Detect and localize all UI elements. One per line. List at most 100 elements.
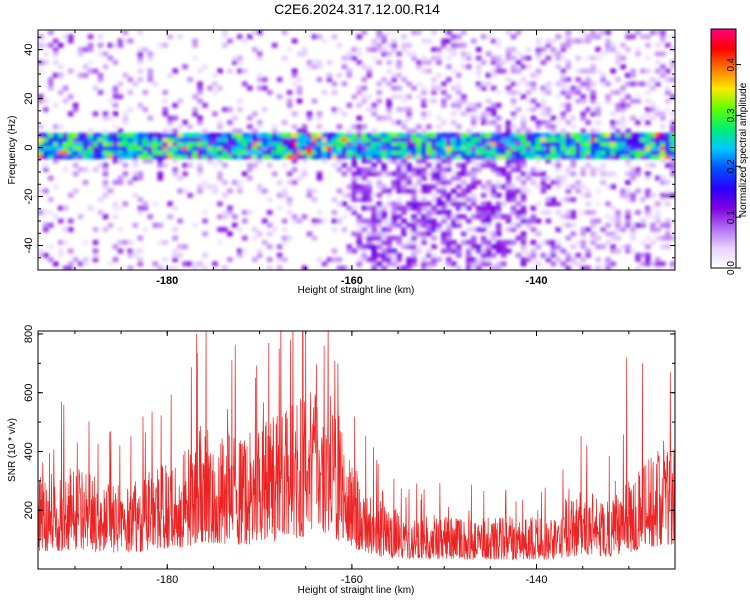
- heatmap-cell: [540, 98, 547, 104]
- heatmap-cell: [495, 42, 502, 48]
- heatmap-cell: [580, 257, 587, 263]
- heatmap-cell: [102, 64, 109, 70]
- heatmap-cell: [540, 171, 547, 177]
- heatmap-cell: [306, 192, 313, 198]
- heatmap-cell: [87, 145, 94, 151]
- heatmap-cell: [461, 188, 467, 194]
- heatmap-cell: [371, 210, 378, 215]
- heatmap-cell: [470, 102, 477, 108]
- heatmap-cell: [137, 197, 144, 203]
- heatmap-cell: [495, 214, 502, 220]
- heatmap-cell: [361, 257, 368, 263]
- heatmap-cell: [470, 132, 477, 138]
- heatmap-cell: [142, 132, 149, 138]
- heatmap-cell: [57, 124, 64, 130]
- heatmap-cell: [470, 257, 477, 263]
- heatmap-cell: [540, 102, 547, 108]
- heatmap-cell: [47, 257, 54, 263]
- heatmap-cell: [595, 30, 601, 35]
- heatmap-cell: [480, 235, 487, 241]
- heatmap-cell: [490, 188, 497, 194]
- heatmap-cell: [575, 90, 582, 95]
- heatmap-cell: [346, 184, 353, 190]
- heatmap-cell: [510, 227, 517, 233]
- heatmap-cell: [401, 98, 407, 104]
- heatmap-cell: [480, 60, 487, 65]
- heatmap-cell: [381, 265, 387, 270]
- tick-label: -180: [156, 574, 178, 586]
- heatmap-cell: [441, 184, 447, 190]
- heatmap-cell: [451, 141, 457, 147]
- heatmap-cell: [266, 90, 273, 95]
- heatmap-cell: [505, 137, 512, 143]
- heatmap-cell: [490, 231, 497, 237]
- heatmap-cell: [281, 55, 288, 61]
- heatmap-cell: [291, 124, 298, 130]
- heatmap-cell: [356, 192, 363, 198]
- heatmap-cell: [187, 141, 193, 147]
- heatmap-cell: [431, 77, 437, 83]
- heatmap-cell: [431, 145, 437, 151]
- heatmap-cell: [172, 128, 178, 134]
- heatmap-cell: [605, 94, 611, 100]
- heatmap-cell: [57, 42, 64, 48]
- heatmap-cell: [336, 132, 343, 138]
- heatmap-cell: [431, 205, 437, 211]
- heatmap-cell: [72, 145, 79, 151]
- heatmap-cell: [386, 102, 392, 108]
- heatmap-cell: [670, 128, 675, 134]
- heatmap-cell: [660, 141, 666, 147]
- heatmap-cell: [421, 137, 427, 143]
- heatmap-cell: [102, 51, 109, 57]
- heatmap-cell: [590, 128, 596, 134]
- heatmap-cell: [635, 188, 641, 194]
- heatmap-cell: [296, 98, 303, 104]
- heatmap-cell: [217, 132, 223, 138]
- heatmap-cell: [112, 244, 119, 250]
- heatmap-cell: [132, 81, 139, 87]
- heatmap-cell: [535, 231, 542, 237]
- heatmap-cell: [630, 248, 636, 254]
- heatmap-cell: [376, 60, 382, 65]
- heatmap-cell: [172, 145, 178, 151]
- heatmap-cell: [510, 145, 517, 151]
- heatmap-cell: [172, 150, 178, 155]
- heatmap-cell: [67, 192, 74, 198]
- heatmap-cell: [515, 222, 522, 228]
- heatmap-cell: [356, 90, 363, 95]
- heatmap-cell: [436, 227, 442, 233]
- heatmap-cell: [505, 85, 512, 91]
- heatmap-cell: [535, 150, 542, 155]
- heatmap-cell: [117, 158, 124, 164]
- heatmap-cell: [247, 34, 253, 40]
- heatmap-cell: [520, 141, 527, 147]
- heatmap-cell: [42, 145, 49, 151]
- heatmap-cell: [600, 150, 606, 155]
- heatmap-cell: [485, 222, 492, 228]
- heatmap-cell: [311, 98, 318, 104]
- heatmap-cell: [316, 115, 323, 121]
- heatmap-cell: [38, 252, 44, 258]
- heatmap-cell: [152, 137, 159, 143]
- heatmap-cell: [520, 205, 527, 211]
- heatmap-cell: [590, 94, 596, 100]
- heatmap-cell: [396, 265, 402, 270]
- heatmap-cell: [555, 81, 562, 87]
- heatmap-cell: [296, 137, 303, 143]
- heatmap-cell: [520, 162, 527, 168]
- heatmap-cell: [107, 115, 114, 121]
- heatmap-cell: [152, 141, 159, 147]
- heatmap-cell: [431, 154, 437, 160]
- heatmap-cell: [386, 42, 392, 48]
- heatmap-cell: [212, 154, 218, 160]
- heatmap-cell: [550, 261, 557, 267]
- heatmap-cell: [391, 184, 397, 190]
- heatmap-cell: [157, 265, 164, 270]
- heatmap-cell: [505, 184, 512, 190]
- heatmap-cell: [82, 257, 89, 263]
- heatmap-cell: [112, 150, 119, 155]
- heatmap-cell: [291, 167, 298, 173]
- heatmap-cell: [446, 231, 452, 237]
- heatmap-cell: [555, 34, 562, 40]
